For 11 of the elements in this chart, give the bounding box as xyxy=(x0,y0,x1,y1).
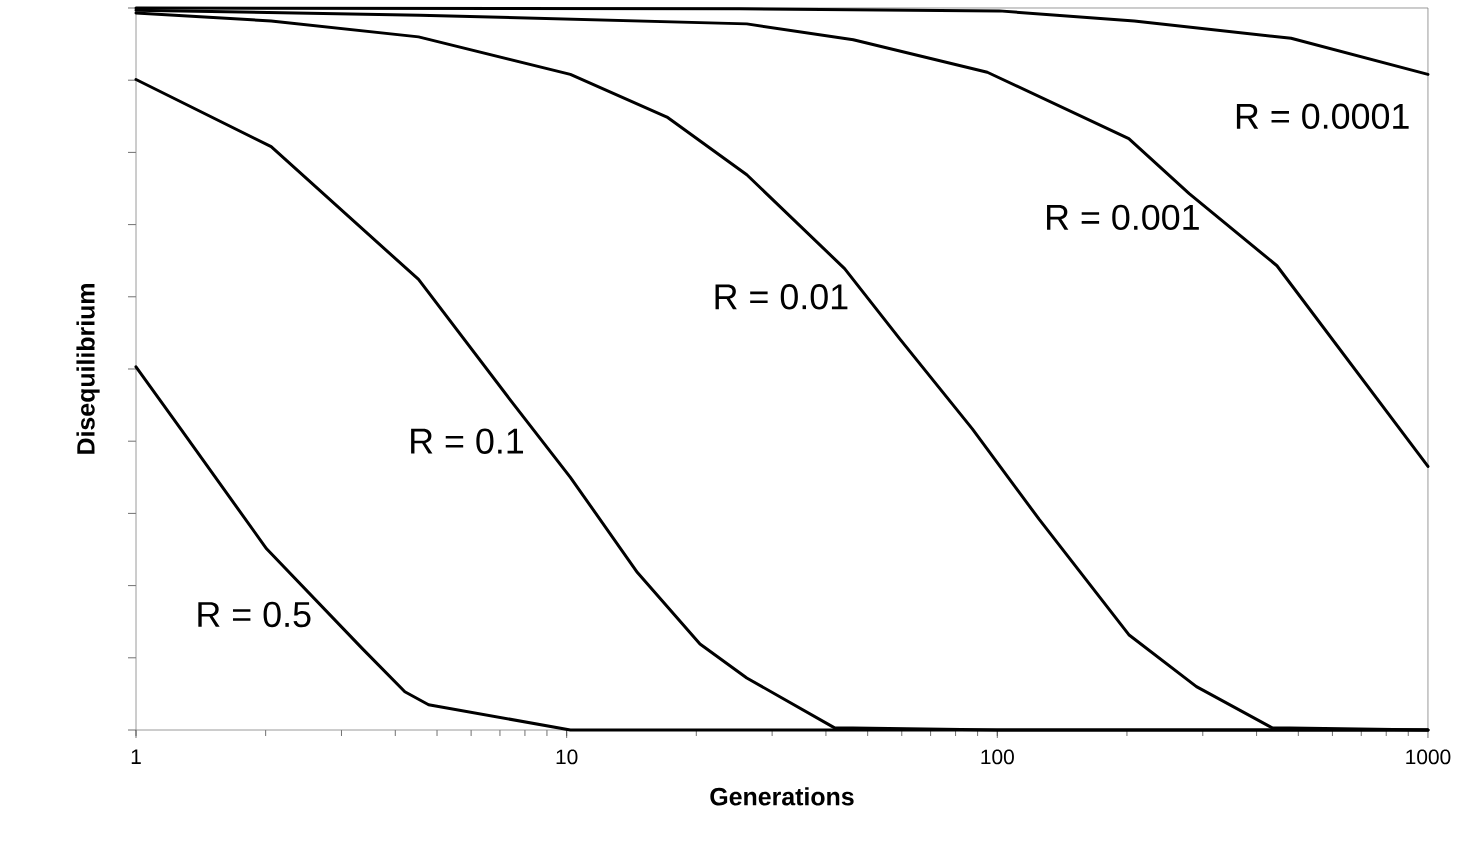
series-label: R = 0.1 xyxy=(411,428,524,454)
series-label: R = 0.5 xyxy=(198,601,311,628)
x-axis-title: Generations xyxy=(710,787,854,806)
y-axis-title: Disequilibrium xyxy=(76,284,100,454)
x-tick-label: 1 xyxy=(131,749,141,764)
series-label: R = 0.01 xyxy=(715,284,848,310)
x-tick-label: 100 xyxy=(981,749,1014,765)
series-label: R = 0.001 xyxy=(1047,204,1199,231)
series-label: R = 0.0001 xyxy=(1236,103,1409,129)
x-tick-label: 1000 xyxy=(1406,749,1451,765)
x-tick-label: 10 xyxy=(556,749,578,765)
